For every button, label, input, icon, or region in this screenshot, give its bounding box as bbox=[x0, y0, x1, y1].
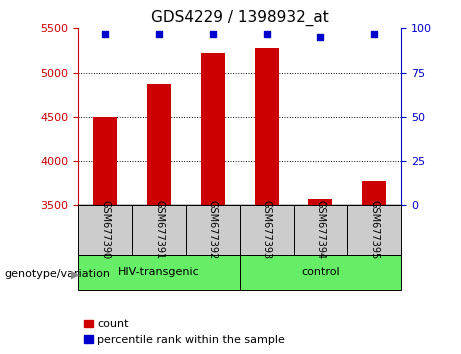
Bar bbox=[78, 255, 240, 290]
Bar bbox=[186, 205, 240, 255]
Text: genotype/variation: genotype/variation bbox=[5, 269, 111, 279]
Text: HIV-transgenic: HIV-transgenic bbox=[118, 267, 200, 278]
Text: GSM677393: GSM677393 bbox=[261, 200, 272, 259]
Text: GSM677391: GSM677391 bbox=[154, 200, 164, 259]
Bar bbox=[362, 181, 386, 205]
Bar bbox=[201, 53, 225, 205]
Text: GSM677394: GSM677394 bbox=[315, 200, 325, 259]
Text: GSM677390: GSM677390 bbox=[100, 200, 110, 259]
Bar bbox=[147, 84, 171, 205]
Bar bbox=[93, 117, 118, 205]
Bar bbox=[240, 255, 401, 290]
Text: GSM677392: GSM677392 bbox=[208, 200, 218, 259]
Bar bbox=[78, 205, 132, 255]
Text: control: control bbox=[301, 267, 340, 278]
Text: ▶: ▶ bbox=[71, 269, 80, 279]
Bar bbox=[132, 205, 186, 255]
Bar bbox=[294, 205, 347, 255]
Bar bbox=[254, 48, 279, 205]
Bar bbox=[347, 205, 401, 255]
Bar bbox=[308, 199, 332, 205]
Bar bbox=[240, 205, 294, 255]
Title: GDS4229 / 1398932_at: GDS4229 / 1398932_at bbox=[151, 9, 329, 25]
Text: GSM677395: GSM677395 bbox=[369, 200, 379, 259]
Legend: count, percentile rank within the sample: count, percentile rank within the sample bbox=[84, 319, 285, 345]
